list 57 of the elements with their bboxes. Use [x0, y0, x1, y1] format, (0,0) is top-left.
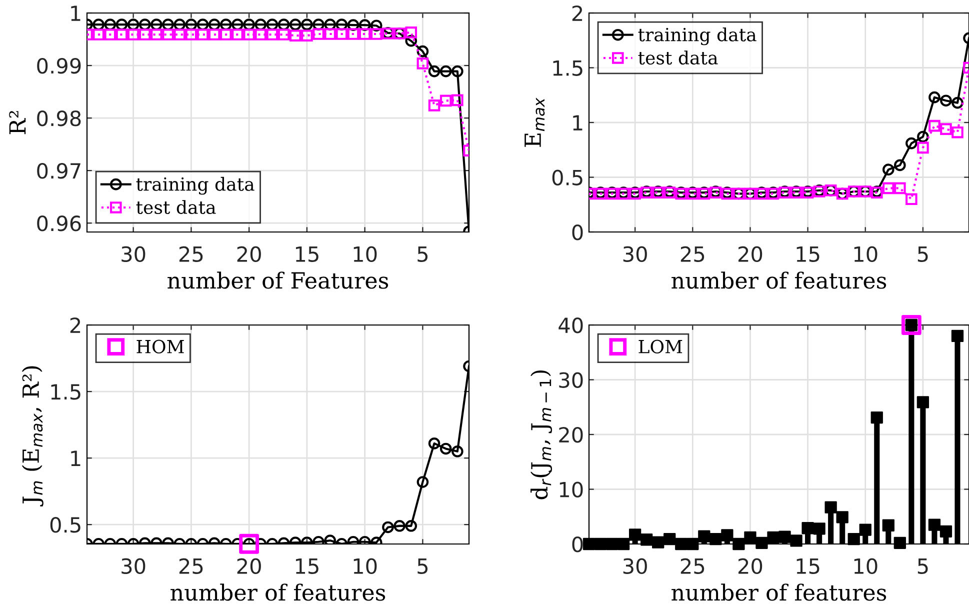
y-axis-title: d$_{r}$(J$_{m}$, J$_{m−1}$)	[530, 370, 552, 500]
y-tick-label: 1.5	[51, 384, 80, 400]
y-tick-label: 0.97	[37, 163, 80, 179]
x-tick-label: 5	[918, 246, 928, 262]
x-tick-label: 25	[179, 246, 203, 262]
y-axis-title: R²	[9, 111, 26, 134]
y-tick-label: 2	[70, 317, 80, 333]
x-tick-label: 10	[854, 246, 878, 262]
y-tick-label: 2	[572, 5, 582, 21]
legend-label: HOM	[136, 340, 184, 354]
x-tick-label: 10	[854, 558, 878, 574]
legend-label: training data	[638, 27, 756, 46]
x-tick-label: 15	[796, 558, 820, 574]
legend-label: training data	[136, 176, 254, 195]
y-tick-label: 1	[71, 450, 80, 466]
legend-label: test data	[136, 200, 216, 214]
y-tick-label: 0.96	[37, 216, 81, 232]
x-tick-label: 5	[418, 246, 428, 262]
x-tick-label: 15	[796, 246, 820, 262]
y-tick-label: 20	[559, 426, 583, 443]
x-axis-title: number of features	[170, 584, 386, 601]
y-tick-label: 1.5	[553, 60, 582, 76]
x-tick-label: 30	[122, 558, 146, 574]
x-tick-label: 25	[179, 558, 203, 574]
y-tick-label: 40	[558, 317, 583, 334]
x-tick-label: 10	[354, 558, 377, 574]
x-tick-label: 20	[738, 246, 762, 262]
y-tick-label: 0.99	[37, 58, 81, 74]
x-tick-label: 25	[680, 558, 704, 574]
x-tick-label: 15	[296, 246, 318, 262]
y-tick-label: 0.5	[50, 517, 80, 533]
y-tick-label: 0	[572, 224, 583, 240]
x-tick-label: 20	[237, 558, 261, 574]
x-tick-label: 30	[122, 246, 146, 262]
legend-label: test data	[638, 50, 718, 65]
y-axis-title: E$_{max}$	[524, 98, 545, 147]
x-axis-title: number of features	[672, 584, 886, 601]
x-tick-label: 15	[296, 558, 318, 574]
x-tick-label: 25	[680, 246, 704, 262]
legend-label: LOM	[638, 340, 682, 354]
y-tick-label: 10	[560, 482, 583, 498]
y-tick-label: 0.5	[552, 170, 582, 186]
x-axis-title: number of features	[672, 272, 886, 289]
x-tick-label: 10	[354, 246, 377, 262]
x-tick-label: 20	[237, 246, 261, 262]
y-tick-label: 30	[559, 372, 583, 388]
y-tick-label: 0.98	[37, 110, 81, 126]
x-tick-label: 20	[738, 558, 762, 574]
x-tick-label: 30	[623, 558, 647, 574]
y-tick-label: 1	[71, 6, 80, 21]
y-tick-label: 0	[572, 536, 583, 552]
y-axis-title: J$_{m}$ (E$_{max}$, R²)	[22, 366, 44, 506]
x-tick-label: 5	[918, 558, 928, 574]
x-tick-label: 5	[418, 558, 428, 574]
x-tick-label: 30	[623, 246, 647, 262]
y-tick-label: 1	[573, 115, 582, 130]
x-axis-title: number of Features	[168, 272, 388, 289]
